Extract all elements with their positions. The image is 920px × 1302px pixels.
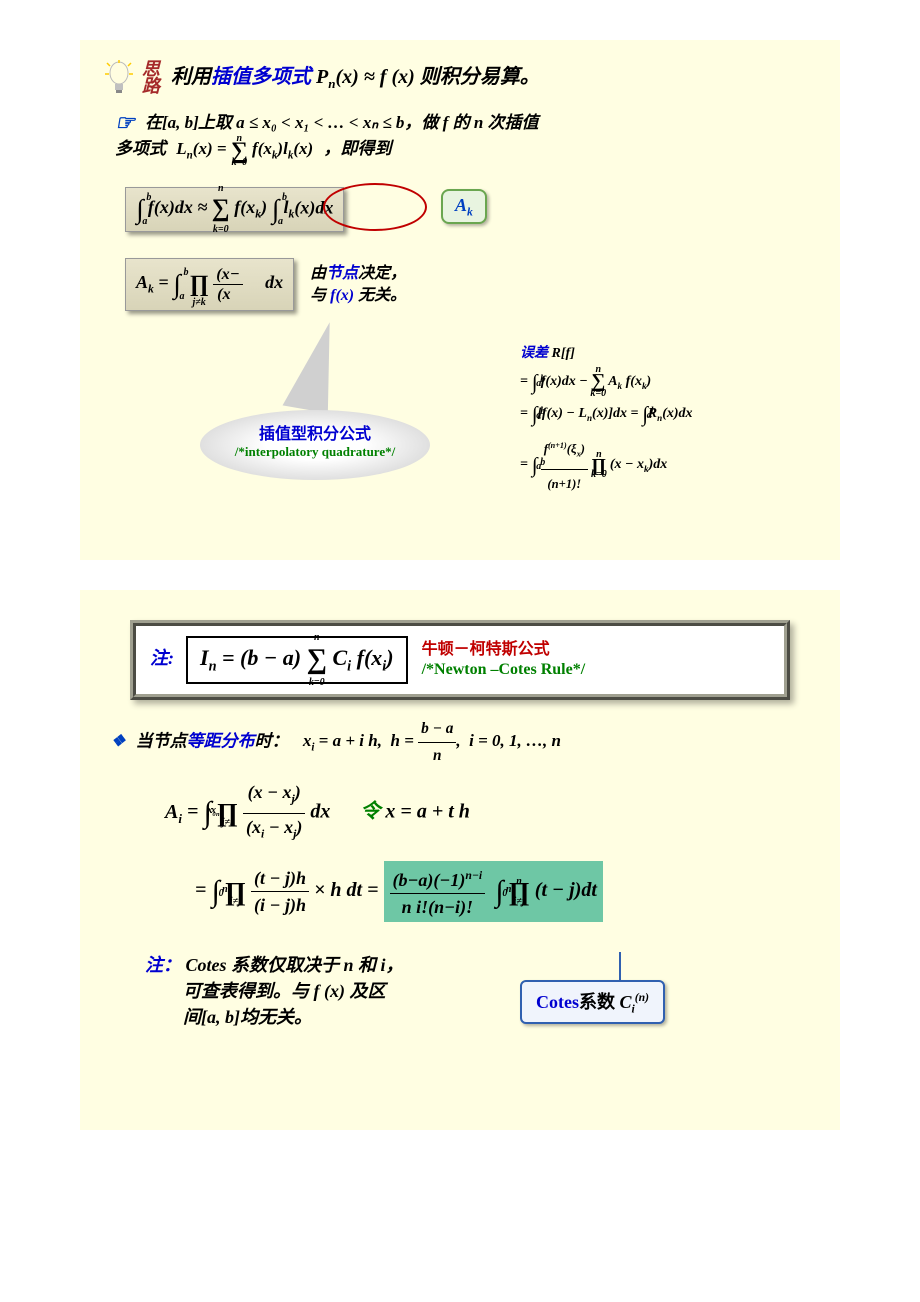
speech-bubble: 插值型积分公式 /*interpolatory quadrature*/ (200, 410, 430, 480)
idea-line: 思 路 利用插值多项式 Pn(x) ≈ f (x) 则积分易算。 (105, 60, 815, 96)
error-label: 误差 (520, 346, 548, 361)
note-2-block: 注： Cotes 系数仅取决于 n 和 i， 可查表得到。与 f (x) 及区 … (145, 952, 505, 1030)
slide-1: 思 路 利用插值多项式 Pn(x) ≈ f (x) 则积分易算。 ☞ 在[a, … (80, 40, 840, 560)
idea-text-pre: 利用 (171, 66, 211, 88)
error-rf: R[f] (552, 346, 575, 361)
slide-2: www.bdocx.com 注: In = (b − a) ∑nk=0 Ci f… (80, 590, 840, 1130)
newton-cotes-frame: 注: In = (b − a) ∑nk=0 Ci f(xi) 牛顿－柯特斯公式 … (130, 620, 790, 700)
speech-tail (283, 317, 344, 414)
ai-derivation-line1: Ai = ∫xnx0 ∏j≠i (x − xj)(xi − xj) dx 令 x… (165, 779, 815, 847)
ak-callout-label: Ak (441, 189, 487, 225)
let-label: 令 (360, 801, 380, 823)
idea-text-post: 则积分易算。 (420, 66, 540, 88)
ak-definition-box: Ak = ∫ba ∏j≠k (x−(xk dx (125, 258, 294, 311)
error-block: 误差 R[f] = ∫ba f(x)dx − ∑nk=0 Ak f(xk) = … (520, 340, 820, 498)
pointer-text-1: 在[a, b]上取 a ≤ x₀ < x₁ < … < xₙ ≤ b，做 f 的… (145, 113, 539, 132)
idea-text-blue: 插值多项式 (211, 66, 311, 88)
bubble-subtitle: /*interpolatory quadrature*/ (200, 444, 430, 460)
error-line-1: = ∫ba f(x)dx − ∑nk=0 Ak f(xk) (520, 374, 651, 389)
integral-approx-box: ∫ba f(x)dx ≈ ∑nk=0 f(xk) ∫ba lk(x)dx (125, 187, 344, 232)
formula-row-2: Ak = ∫ba ∏j≠k (x−(xk dx 由节点决定， 与 f(x) 无关… (125, 258, 815, 311)
newton-cotes-formula-box: In = (b − a) ∑nk=0 Ci f(xi) (186, 636, 408, 684)
lightbulb-icon (105, 60, 133, 96)
formula-row-1: ∫ba f(x)dx ≈ ∑nk=0 f(xk) ∫ba lk(x)dx Ak (125, 187, 815, 232)
error-line-2: = ∫ba[f(x) − Ln(x)]dx = ∫baRn(x)dx (520, 406, 693, 421)
idea-label: 思 路 (142, 61, 160, 95)
pointer-block: ☞ 在[a, b]上取 a ≤ x₀ < x₁ < … < xₙ ≤ b，做 f… (115, 110, 815, 168)
bubble-title: 插值型积分公式 (200, 420, 430, 444)
note-label-1: 注: (150, 648, 174, 668)
cotes-coefficient-box: Cotes系数 Ci(n) (520, 980, 665, 1024)
diamond-bullet-icon: ❖ (111, 733, 125, 750)
error-line-3: = ∫ba f(n+1)(ξx)(n+1)! ∏nk=0 (x − xk)dx (520, 457, 667, 472)
highlighted-cotes-expression: (b−a)(−1)n−in i!(n−i)! ∫n0 ∏ni≠j (t − j)… (384, 861, 603, 922)
hand-icon: ☞ (115, 110, 135, 136)
equidistant-line: ❖ 当节点等距分布时： xi = a + i h, h = b − an, i … (111, 716, 815, 769)
pointer-text-2: 多项式 Ln(x) = ∑nk=0 f(xk)lk(x) ，即得到 (115, 139, 391, 158)
equidistant-formula: xi = a + i h, h = b − an, i = 0, 1, …, n (303, 731, 561, 750)
document-page: 思 路 利用插值多项式 Pn(x) ≈ f (x) 则积分易算。 ☞ 在[a, … (0, 0, 920, 1200)
cotes-coefficient-box-wrap: Cotes系数 Ci(n) (520, 980, 665, 1024)
idea-formula: Pn(x) ≈ f (x) (316, 66, 420, 88)
ai-derivation-line2: = ∫n0 ∏i≠j (t − j)h(i − j)h × h dt = (b−… (195, 861, 815, 922)
node-independence-text: 由节点决定， 与 f(x) 无关。 (310, 263, 406, 307)
note-2-label: 注： (145, 955, 181, 975)
newton-cotes-label: 牛顿－柯特斯公式 /*Newton –Cotes Rule*/ (422, 640, 586, 680)
